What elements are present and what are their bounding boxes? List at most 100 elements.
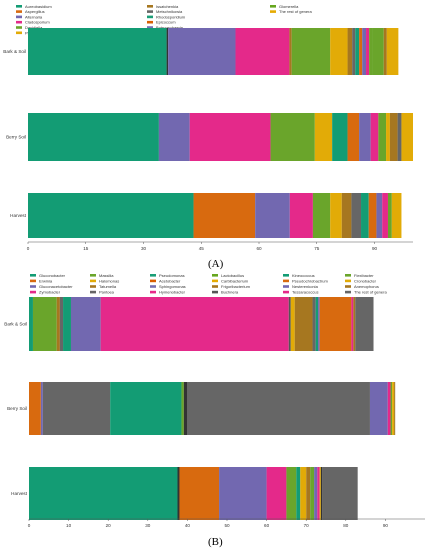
bar-segment [289,28,292,75]
legend-swatch [90,290,96,294]
bar-segment [332,113,348,161]
legend-swatch [147,15,153,19]
legend-swatch [150,285,156,288]
legend-swatch [283,274,289,277]
legend-label: Lactobacillus [221,273,244,278]
bar-segment [383,28,387,75]
bar-segment [29,382,41,435]
x-tick-label: 15 [83,246,89,251]
legend: GluconobacterErwiniaGluconacetobacterZym… [30,273,387,295]
bar-segment [394,382,396,435]
legend-label: Tatumella [99,284,117,289]
legend-label: Tessaracoccus [292,290,318,295]
panel-label-a: (A) [208,258,224,270]
bar-row: Bark & Soil [4,297,374,351]
bar-row: Berry Soil [6,113,413,161]
bar-segment [347,28,353,75]
legend-label: Anemophorus [354,284,379,289]
chart-panel-a: AureobasidiumAspergillusAlternariaClados… [3,4,413,251]
bar-segment [40,382,43,435]
bar-segment [306,467,311,520]
bar-segment [286,467,297,520]
bar-segment [351,193,362,238]
legend-swatch [150,279,156,283]
legend-label: Gluconobacter [39,273,66,278]
bar-segment [401,113,413,161]
bar-segment [235,28,290,75]
legend-label: Issatchenkia [156,4,179,9]
bar-segment [32,297,57,351]
legend-label: Glomerella [279,4,299,9]
bar-segment [391,193,402,238]
legend-label: Pantoea [99,290,115,295]
bar-segment [177,467,180,520]
legend-swatch [283,285,289,288]
legend-swatch [16,5,22,8]
bar-segment [63,297,71,351]
bar-segment [29,297,33,351]
legend-swatch [16,20,22,24]
bar-segment [389,113,398,161]
legend-label: Halomonas [99,278,119,283]
bar-segment [362,28,367,75]
bar-segment [318,297,320,351]
bar-segment [319,297,352,351]
bar-segment [255,193,290,238]
bar-segment [372,28,384,75]
x-tick-label: 45 [199,246,205,251]
x-tick-label: 30 [141,246,147,251]
bar-segment [56,297,60,351]
bar-segment [347,113,360,161]
bar-segment [392,382,395,435]
legend-label: Fiexibacter [354,273,374,278]
x-tick-label: 30 [145,523,151,528]
bar-segment [387,382,391,435]
legend-label: Nesterenkonia [292,284,319,289]
bar-segment [359,113,371,161]
bar-segment [179,467,220,520]
bar-row: Bark & Soil [3,28,399,75]
legend-label: The rest of genera [279,9,312,14]
legend-label: Davidiella [25,25,43,30]
bar-segment [219,467,267,520]
bar-segment [28,28,167,75]
legend-swatch [345,285,351,288]
legend-label: Gluconacetobacter [39,284,73,289]
legend-swatch [16,26,22,29]
legend-swatch [30,290,36,294]
bar-row: Harvest [10,193,402,238]
bar-segment [312,193,331,238]
x-tick-label: 10 [66,523,72,528]
legend-swatch [270,5,276,8]
bar-segment [28,113,159,161]
bar-segment [366,28,370,75]
legend-swatch [16,31,22,35]
legend-swatch [150,290,156,294]
legend-swatch [147,20,153,24]
legend-swatch [283,279,289,283]
category-label: Berry Soil [6,135,26,140]
bar-segment [300,467,307,520]
bar-segment [330,28,348,75]
bar-segment [290,297,295,351]
bar-segment [322,467,358,520]
bar-segment [110,382,182,435]
legend-swatch [30,279,36,283]
category-label: Bark & Soil [4,322,27,327]
x-tick-label: 70 [304,523,310,528]
legend-label: Acetobacter [159,278,181,283]
bar-segment [317,467,320,520]
legend-swatch [147,26,153,29]
legend-label: Aureobasidium [25,4,52,9]
legend-label: Massilia [99,273,114,278]
bar-segment [378,113,387,161]
x-axis: 0 10 20 30 40 50 60 70 80 90 [28,518,425,528]
bar-segment [355,297,374,351]
legend-swatch [345,279,351,283]
category-label: Berry Soil [7,406,27,411]
legend-swatch [283,290,289,294]
bar-segment [158,113,190,161]
legend-swatch [30,274,36,277]
legend-swatch [150,274,156,277]
